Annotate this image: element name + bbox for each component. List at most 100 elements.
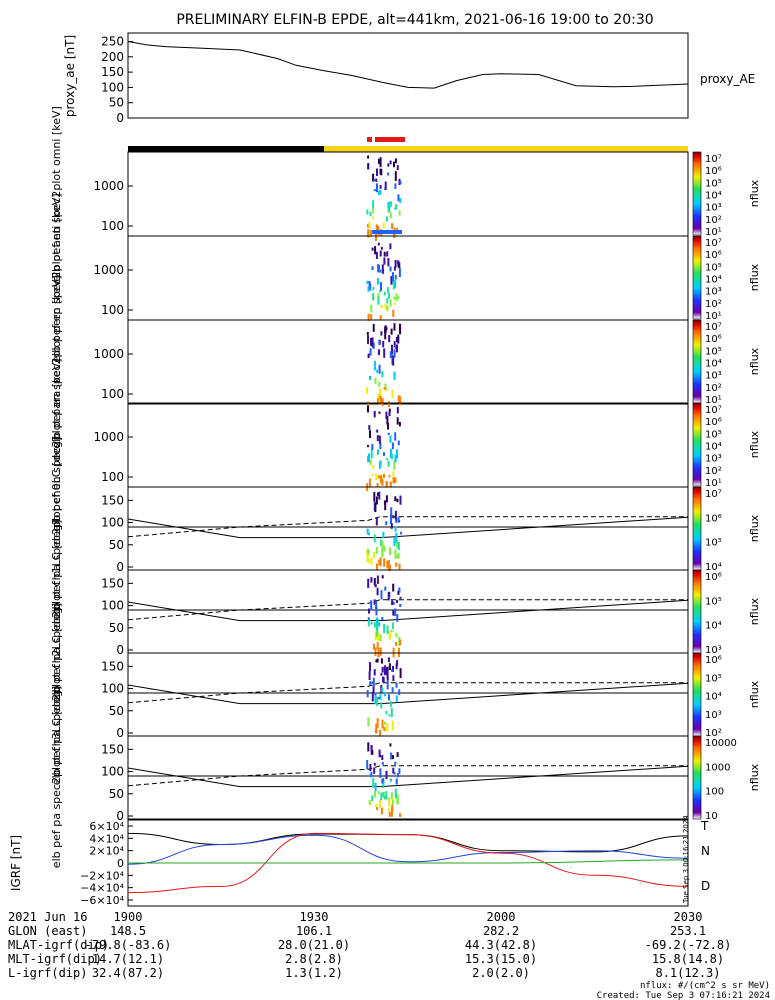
spectrogram-pixel — [396, 344, 398, 353]
spectrogram-pixel — [385, 411, 388, 419]
spectrogram-pixel — [381, 762, 384, 765]
spectrogram-pixel — [373, 762, 376, 766]
igrf-d-line — [127, 832, 689, 894]
igrf-t-line — [127, 832, 689, 853]
spectrogram-pixel — [366, 331, 369, 336]
spectrogram-pixel — [371, 691, 374, 702]
colorbar-scale — [692, 319, 702, 404]
spectrogram-pixel — [397, 647, 400, 657]
spectrogram-pixel — [376, 627, 379, 637]
spectrogram-pixel — [398, 587, 401, 593]
anti-loss-cone-line — [127, 682, 688, 704]
colorbar-scale — [692, 569, 702, 654]
spectrogram-pixel — [383, 665, 386, 675]
spectrogram-pixel — [381, 264, 384, 274]
colorbar-tick-label: 10¹ — [705, 311, 722, 322]
footer-time: 1930 — [300, 910, 329, 924]
spectrogram-pixel — [394, 275, 397, 280]
spectrogram-pixel — [388, 694, 390, 701]
spectrogram-pixel — [381, 478, 384, 486]
spectrogram-pixel — [386, 457, 389, 461]
spectrogram-pixel — [380, 282, 382, 291]
spectrogram-pixel — [389, 212, 392, 219]
colorbar-tick-label: 10⁴ — [705, 359, 722, 370]
spectrogram-pixel — [396, 498, 399, 503]
spectrogram-pixel — [377, 278, 379, 285]
footer-value: 14.7(12.1) — [92, 952, 164, 966]
spectrogram-pixel — [393, 460, 396, 470]
spectrogram-pixel — [391, 798, 394, 805]
spectrogram-pixel — [369, 211, 372, 217]
spectrogram-pixel — [391, 453, 394, 460]
spectrogram-pixel — [368, 478, 371, 488]
spectrogram-pixel — [398, 262, 401, 269]
spectrogram-pixel — [373, 767, 376, 774]
spectrogram-pixel — [368, 671, 371, 680]
spectrogram-pixel — [399, 596, 402, 599]
spectrogram-pixel — [380, 539, 383, 546]
spectrogram-pixel — [382, 781, 385, 789]
igrf-tick-label: −6×10⁴ — [80, 894, 124, 907]
legend-t: T — [700, 819, 709, 833]
spectrogram-pixel — [377, 393, 380, 402]
pitch-tick-label: 100 — [101, 516, 124, 530]
footer-value: 2.0(2.0) — [472, 966, 530, 980]
spectrogram-pixel — [367, 617, 370, 620]
spectrogram-pixel — [393, 371, 396, 380]
spectrogram-pixel — [376, 617, 378, 625]
spectrogram-pixel — [397, 296, 400, 300]
igrf-tick-label: 4×10⁴ — [89, 832, 124, 845]
spectrogram-pixel — [369, 681, 372, 686]
spectrogram-pixel — [372, 200, 375, 209]
spectrogram-pixel — [378, 381, 381, 387]
spectrogram-pixel — [390, 807, 393, 817]
spectrogram-pixel — [395, 642, 398, 647]
spectrogram-pixel — [399, 181, 402, 185]
spectrogram-pixel — [381, 755, 384, 760]
spectrogram-pixel — [379, 290, 382, 293]
colorbar-tick-label: 10² — [705, 383, 722, 394]
spectrogram-pixel — [380, 246, 383, 250]
spectrogram-pixel — [369, 763, 372, 771]
spectrogram-pixel — [376, 807, 379, 811]
colorbar-tick-label: 10⁶ — [705, 166, 722, 177]
spectrogram-pixel — [380, 475, 382, 483]
spectrogram-pixel — [373, 578, 376, 586]
ae-tick-label: 150 — [101, 65, 124, 79]
spectrogram-pixel — [394, 183, 397, 189]
spectrogram-pixel — [369, 375, 371, 380]
spectrogram-pixel — [384, 692, 386, 697]
spectrogram-pixel — [397, 590, 400, 595]
colorbar: 10⁶ 10⁵ 10⁴ 10³ 10² nflux — [692, 652, 761, 739]
spectrogram-pixel — [367, 231, 370, 238]
spectrogram-pixel — [374, 631, 377, 641]
spectrogram-pixel — [394, 345, 397, 349]
spectrogram-pixel — [375, 517, 378, 526]
colorbar-tick-label: 10⁷ — [705, 322, 722, 333]
spectrogram-pixel — [381, 547, 384, 556]
spectrogram-pixel — [372, 323, 375, 332]
colorbar-tick-label: 10000 — [705, 738, 737, 749]
spectrogram-pixel — [379, 315, 382, 321]
pitch-ylabel: elb pef pa spec2plot ch0LC [deg] — [50, 437, 63, 619]
footer-value: 8.1(12.3) — [655, 966, 720, 980]
spectrogram-pixel — [392, 272, 394, 282]
spectrogram-pixel — [394, 207, 397, 210]
spectrogram-pixel — [399, 668, 402, 679]
spectrogram-pixel — [376, 435, 379, 442]
spectrogram-pixel — [383, 291, 386, 296]
spectrogram-pixel — [390, 276, 393, 285]
spectrogram-pixel — [370, 771, 373, 778]
spectrogram-pixel — [376, 642, 379, 650]
colorbar-tick-label: 10² — [705, 299, 722, 310]
spectrogram-pixel — [383, 623, 386, 633]
spectrogram-pixel — [386, 251, 389, 257]
spectrogram-pixel — [376, 575, 379, 584]
igrf-green-line — [128, 859, 689, 864]
spectrogram-pixel — [393, 232, 396, 239]
colorbar-tick-label: 10³ — [705, 371, 722, 382]
spectrogram-pixel — [385, 495, 388, 503]
spectrogram-pixel — [373, 669, 376, 676]
spectrogram-pixel — [367, 155, 370, 159]
pitch-tick-label: 50 — [109, 787, 124, 801]
